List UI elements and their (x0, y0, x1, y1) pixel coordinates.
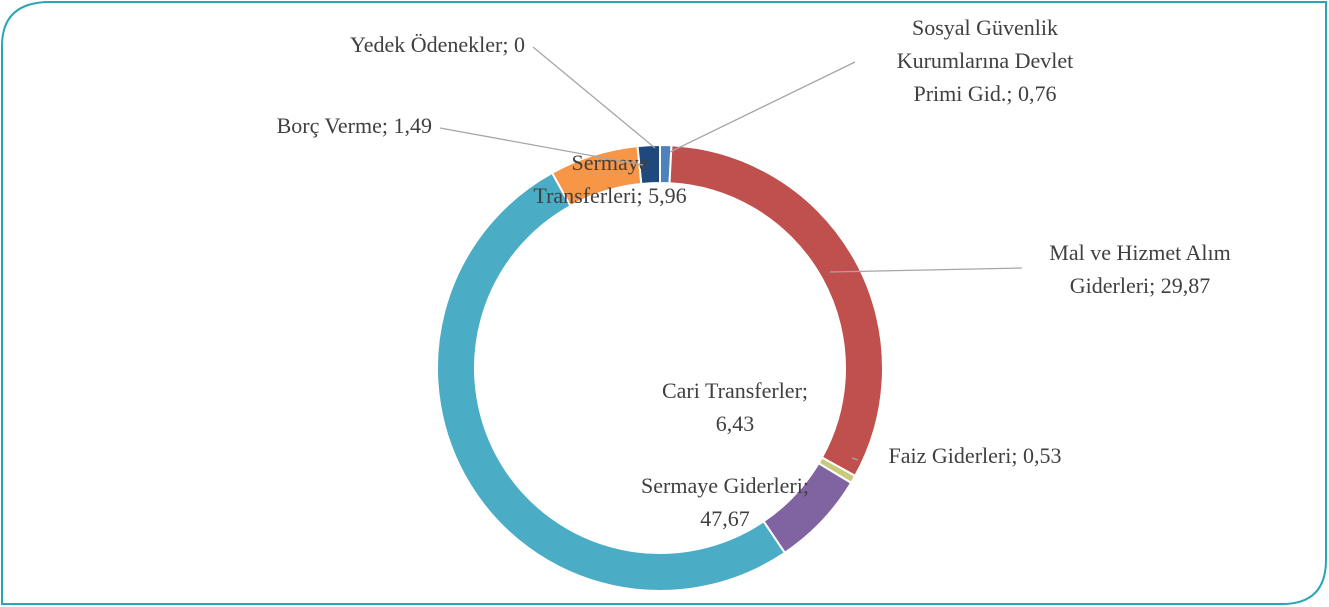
segment (668, 144, 884, 478)
data-label: 6,43 (716, 411, 755, 436)
data-label: Borç Verme; 1,49 (277, 113, 432, 138)
data-label: Kurumlarına Devlet (897, 48, 1074, 73)
data-label: 47,67 (700, 506, 750, 531)
segment (436, 171, 787, 592)
leader-line (532, 46, 656, 149)
data-label: Mal ve Hizmet Alım (1049, 240, 1230, 265)
data-label: Faiz Giderleri; 0,53 (889, 443, 1062, 468)
data-label: Sermaye Giderleri; (641, 473, 809, 498)
data-label: Transferleri; 5,96 (533, 183, 686, 208)
data-label: Yedek Ödenekler; 0 (350, 32, 525, 57)
leader-line (829, 267, 1023, 273)
leader-line (851, 457, 859, 461)
data-label: Sosyal Güvenlik (912, 15, 1058, 40)
leader-line (669, 61, 856, 153)
data-label: Giderleri; 29,87 (1070, 273, 1211, 298)
data-label: Primi Gid.; 0,76 (913, 81, 1056, 106)
leader-line (439, 127, 644, 166)
data-label: Cari Transferler; (662, 378, 808, 403)
